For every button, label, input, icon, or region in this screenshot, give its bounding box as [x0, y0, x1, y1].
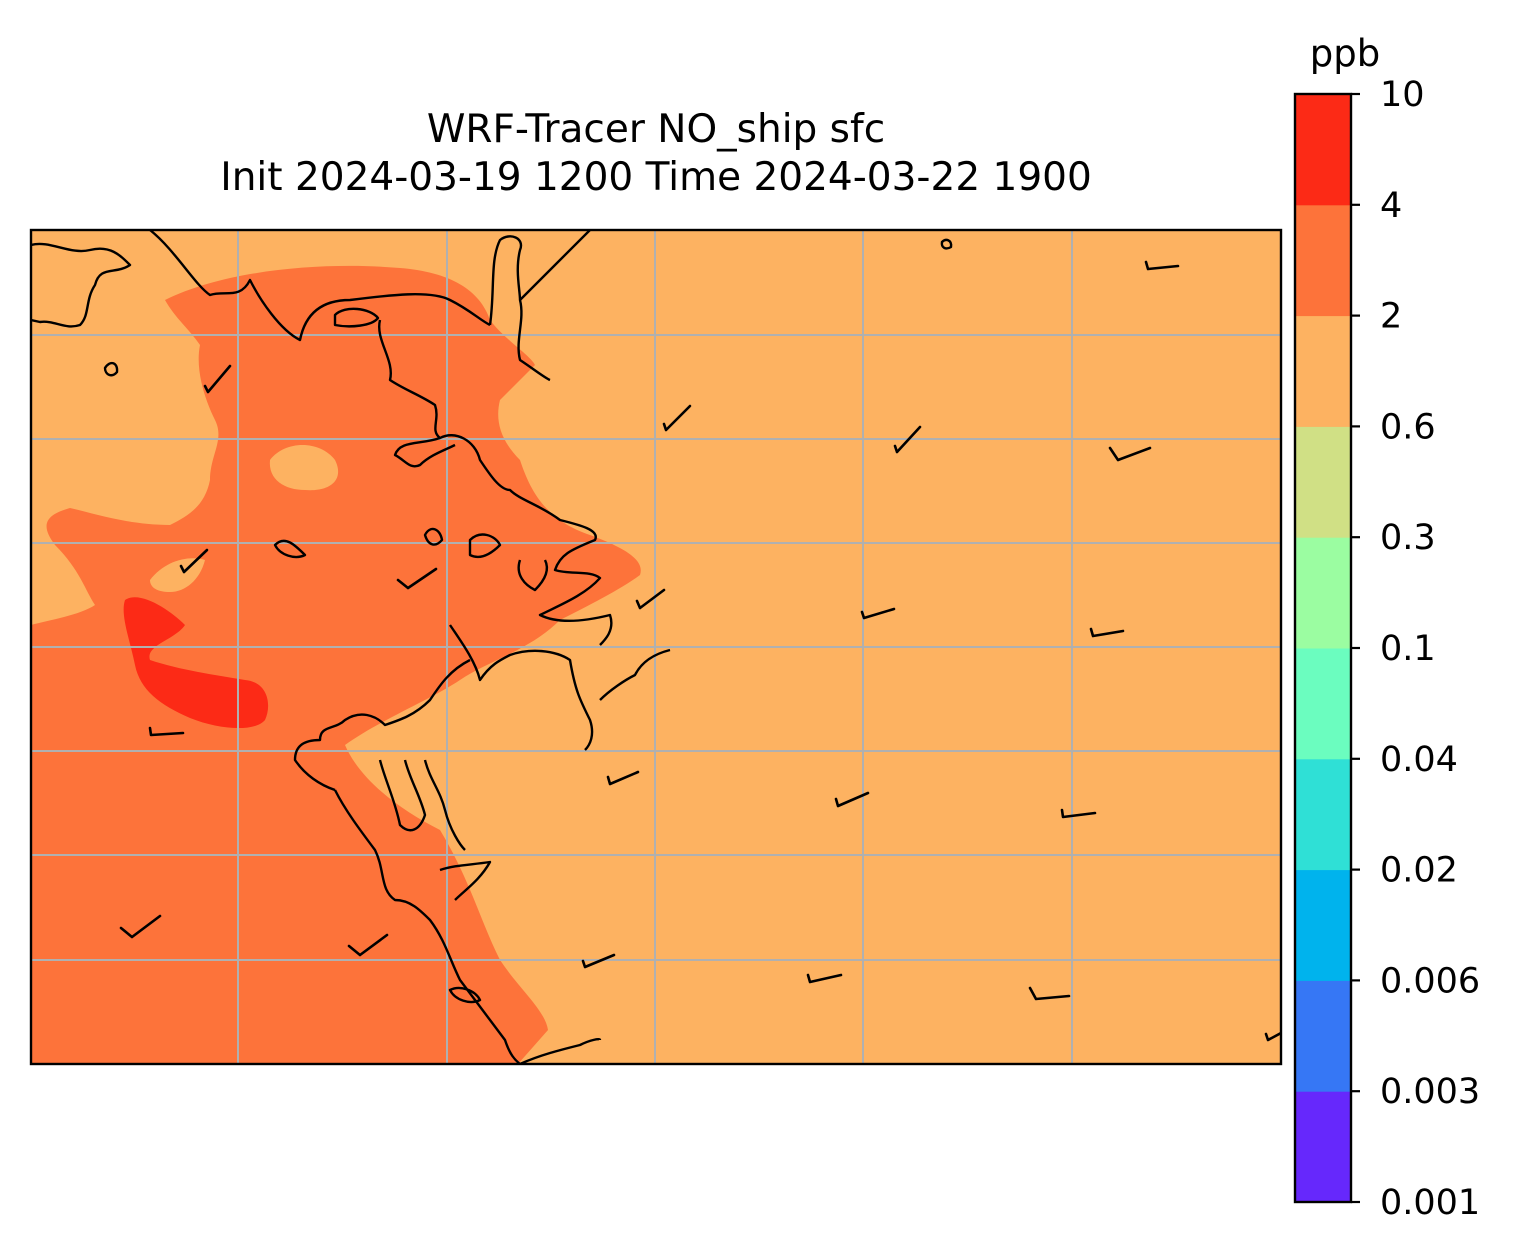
colorbar-unit-label: ppb: [1310, 32, 1380, 75]
island-small: [103, 361, 119, 377]
coastline-north: [149, 230, 491, 342]
wind-barb: [806, 973, 843, 984]
coastline-south: [439, 860, 492, 901]
coastline-south: [423, 759, 466, 851]
colorbar-tick-label: 4: [1380, 186, 1402, 226]
wind-barb: [893, 425, 922, 454]
wind-barb: [662, 404, 692, 432]
coastline-south: [448, 986, 482, 1004]
island-mid: [423, 527, 444, 546]
wind-barb: [1144, 260, 1180, 271]
wind-barb: [203, 364, 232, 394]
coastline-inlet: [517, 559, 549, 592]
gridlines: [31, 230, 1281, 1064]
island-mid: [273, 539, 307, 559]
colorbar-segment: [1295, 648, 1351, 760]
wind-barb: [347, 933, 389, 957]
colorbar-segment: [1295, 315, 1351, 427]
colorbar-segment: [1295, 426, 1351, 538]
colorbar-tick-label: 0.02: [1380, 851, 1458, 891]
colorbar-tick-label: 0.003: [1380, 1072, 1480, 1112]
wind-barb: [396, 567, 438, 590]
coastline-south: [519, 1038, 602, 1064]
coastline-south: [599, 648, 671, 701]
map-frame: [29, 228, 1283, 1066]
colorbar-tick-label: 0.6: [1380, 407, 1436, 447]
colorbar-tick-label: 2: [1380, 297, 1402, 337]
colorbar-segment: [1295, 204, 1351, 317]
wind-barb: [1060, 808, 1097, 819]
wind-barb: [860, 607, 896, 620]
wind-barb: [1108, 446, 1152, 462]
coastline-north: [517, 299, 551, 382]
chart-title: WRF-Tracer NO_ship sfc Init 2024-03-19 1…: [31, 106, 1281, 202]
coastline-south: [333, 789, 521, 1064]
wind-barb: [1028, 986, 1071, 1001]
wind-barbs: [119, 260, 1281, 1042]
wind-barb: [635, 588, 666, 610]
coastline-inlet: [468, 533, 502, 559]
wind-barb: [1264, 1031, 1281, 1042]
wind-barb: [179, 548, 209, 574]
low-pocket: [269, 445, 339, 491]
title-line-1: WRF-Tracer NO_ship sfc: [426, 107, 886, 152]
coastline-peninsula: [377, 319, 613, 646]
coastlines: [31, 230, 953, 1064]
island-north: [333, 307, 380, 328]
wind-barb: [581, 953, 616, 969]
wind-barb: [834, 791, 870, 808]
plume-region: [31, 265, 641, 1064]
coastline-north: [31, 242, 132, 328]
colorbar-segment: [1295, 980, 1351, 1092]
wind-barb: [1089, 627, 1125, 638]
colorbar-tick-label: 0.1: [1380, 629, 1436, 669]
colorbar-segment: [1295, 869, 1351, 981]
title-line-2: Init 2024-03-19 1200 Time 2024-03-22 190…: [220, 155, 1092, 200]
core-region: [123, 597, 269, 729]
island-east: [940, 238, 953, 250]
colorbar-tick-label: 0.006: [1380, 961, 1480, 1001]
coastline-south: [293, 658, 471, 792]
coastline-peninsula: [393, 436, 456, 468]
colorbar-tick-label: 0.001: [1380, 1183, 1480, 1223]
coastline-north: [488, 230, 591, 326]
wind-barb: [148, 726, 185, 737]
colorbar-tick-label: 0.04: [1380, 740, 1458, 780]
wind-barb: [119, 914, 162, 939]
wind-barb: [606, 770, 640, 786]
colorbar-segment: [1295, 758, 1351, 871]
colorbar-segment: [1295, 94, 1351, 206]
colorbar-segment: [1295, 1091, 1351, 1203]
coastline-south: [449, 624, 594, 751]
colorbar-tick-label: 10: [1380, 75, 1425, 115]
coastline-south: [378, 759, 427, 832]
colorbar-tick-label: 0.3: [1380, 518, 1436, 558]
colorbar-segment: [1295, 537, 1351, 649]
